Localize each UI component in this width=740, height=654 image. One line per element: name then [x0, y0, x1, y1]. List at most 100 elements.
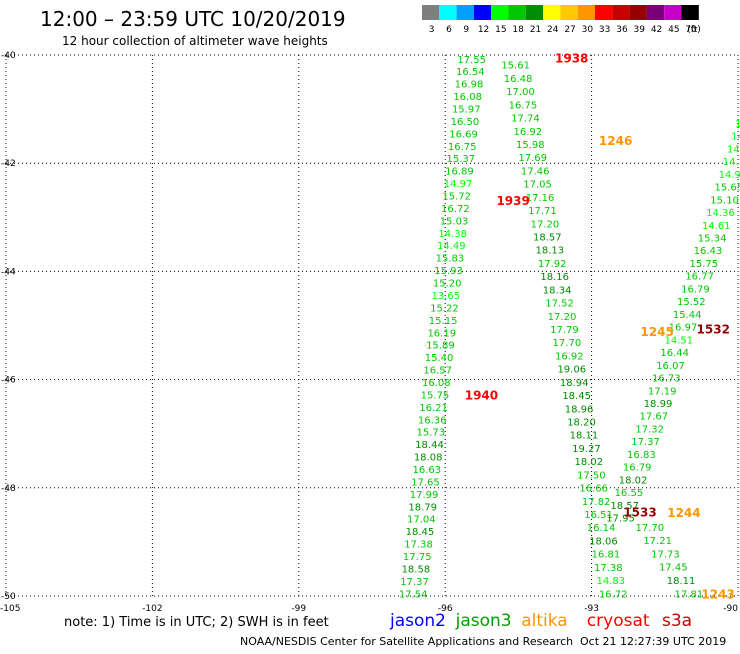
legend-swatch-12 — [473, 5, 492, 20]
wave-height-value: 15.72 — [442, 192, 471, 203]
wave-height-value: 16.51 — [584, 510, 613, 521]
wave-height-value: 16.43 — [694, 246, 723, 257]
wave-height-value: 16.19 — [427, 328, 456, 339]
wave-height-value: 17.67 — [640, 412, 669, 423]
wave-height-value: 18.20 — [567, 418, 596, 429]
wave-height-value: 18.99 — [644, 399, 673, 410]
wave-height-value: 16.73 — [652, 374, 681, 385]
wave-height-value: 17.82 — [582, 497, 611, 508]
wave-height-value: 16.72 — [599, 589, 628, 600]
wave-height-value: 17.74 — [511, 114, 540, 125]
legend-label-30: 30 — [582, 25, 594, 35]
legend-label-21: 21 — [530, 25, 541, 35]
wave-height-value: 14.51 — [665, 335, 694, 346]
wave-height-value: 18.58 — [402, 564, 431, 575]
lat-label: -46 — [1, 376, 16, 386]
wave-height-value: 17.73 — [651, 549, 680, 560]
legend-label-24: 24 — [547, 25, 559, 35]
wave-height-value: 16.54 — [456, 67, 485, 78]
pass-time-label: 1533 — [623, 506, 656, 520]
wave-height-value: 15.34 — [698, 234, 727, 245]
wave-height-value: 15.98 — [516, 140, 545, 151]
wave-height-value: 18.06 — [589, 536, 618, 547]
wave-height-value: 15.83 — [436, 254, 465, 265]
wave-height-value: 14.56 — [727, 144, 740, 155]
wave-height-value: 17.00 — [506, 87, 535, 98]
generated-time: Oct 21 12:27:39 UTC 2019 — [580, 635, 726, 648]
wave-height-value: 16.72 — [441, 204, 470, 215]
color-legend: 3 6 9 12 15 18 21 24 27 30 33 36 39 42 45 70(ft) — [422, 5, 701, 35]
wave-height-value: 15.93 — [434, 266, 463, 277]
wave-height-value: 14.97 — [444, 179, 473, 190]
wave-height-value: 14.49 — [437, 241, 466, 252]
footnote: note: 1) Time is in UTC; 2) SWH is in fe… — [64, 615, 329, 630]
wave-height-value: 17.38 — [594, 563, 623, 574]
wave-height-value: 16.14 — [587, 523, 616, 534]
wave-height-value: 16.55 — [615, 488, 644, 499]
wave-height-value: 18.13 — [535, 246, 564, 257]
wave-height-value: 17.37 — [400, 577, 429, 588]
wave-height-value: 17.79 — [550, 325, 579, 336]
wave-height-value: 16.48 — [504, 74, 533, 85]
wave-height-value: 17.21 — [643, 536, 672, 547]
wave-height-value: 17.99 — [410, 490, 439, 501]
wave-height-value: 16.98 — [455, 80, 484, 91]
wave-height-value: 17.81 — [675, 589, 704, 600]
legend-swatch-39 — [629, 5, 647, 20]
wave-height-value: 15.10 — [710, 195, 739, 206]
credit-line: NOAA/NESDIS Center for Satellite Applica… — [240, 635, 573, 648]
wave-height-value: 17.75 — [403, 552, 432, 563]
satellite-jason2: jason2 — [389, 611, 446, 631]
wave-height-value: 19.06 — [557, 365, 586, 376]
legend-label-33: 33 — [599, 25, 610, 35]
wave-height-value: 16.07 — [656, 361, 685, 372]
legend-swatch-36 — [612, 5, 630, 20]
wave-height-value: 16.79 — [623, 463, 652, 474]
lon-label: -102 — [142, 604, 162, 614]
wave-height-value: 18.45 — [406, 527, 435, 538]
wave-height-value: 16.97 — [669, 323, 698, 334]
wave-height-value: 17.16 — [526, 193, 555, 204]
legend-swatch-27 — [560, 5, 578, 20]
legend-swatch-33 — [595, 5, 613, 20]
wave-height-value: 18.02 — [619, 475, 648, 486]
legend-label-39: 39 — [634, 25, 646, 35]
wave-height-value: 14.13 — [723, 157, 740, 168]
wave-height-value: 16.36 — [418, 415, 447, 426]
wave-height-value: 16.75 — [448, 142, 477, 153]
wave-height-value: 17.20 — [531, 219, 560, 230]
wave-height-value: 18.08 — [414, 453, 443, 464]
wave-height-value: 16.44 — [660, 348, 689, 359]
map-axes: -40 -42 -44 -46 -48 -50 -105 -102 -99 -96 -93 -90 — [0, 51, 738, 614]
wave-height-value: 17.65 — [411, 477, 440, 488]
legend-swatch-42 — [646, 5, 665, 20]
lon-label: -99 — [291, 604, 306, 614]
footer: note: 1) Time is in UTC; 2) SWH is in fe… — [64, 611, 726, 648]
wave-height-value: 15.61 — [501, 61, 530, 72]
legend-label-12: 12 — [478, 25, 489, 35]
wave-height-value: 15.73 — [417, 428, 446, 439]
legend-swatch-45 — [664, 5, 682, 20]
wave-height-value: 15.15 — [429, 316, 458, 327]
wave-height-value: 18.11 — [667, 576, 696, 587]
wave-height-value: 16.66 — [579, 484, 608, 495]
wave-height-value: 14.97 — [719, 170, 740, 181]
map-subtitle: 12 hour collection of altimeter wave hei… — [62, 34, 328, 48]
wave-height-value: 15.52 — [677, 297, 706, 308]
legend-swatch-6 — [439, 5, 457, 20]
wave-height-value: 14.36 — [706, 208, 735, 219]
lat-label: -50 — [1, 592, 16, 602]
map-title: 12:00 – 23:59 UTC 10/20/2019 — [40, 7, 346, 31]
wave-height-value: 18.34 — [543, 285, 572, 296]
wave-height-value: 17.55 — [457, 55, 486, 66]
wave-height-value: 15.97 — [452, 105, 481, 116]
wave-height-value: 17.70 — [636, 523, 665, 534]
lat-label: -48 — [1, 484, 16, 494]
wave-height-value: 14.61 — [702, 221, 731, 232]
wave-height-value: 18.45 — [562, 391, 591, 402]
pass-time-label: 1939 — [496, 194, 529, 208]
wave-height-value: 15.65 — [714, 183, 740, 194]
pass-time-label: 1938 — [555, 52, 588, 66]
lat-label: -42 — [1, 159, 16, 169]
